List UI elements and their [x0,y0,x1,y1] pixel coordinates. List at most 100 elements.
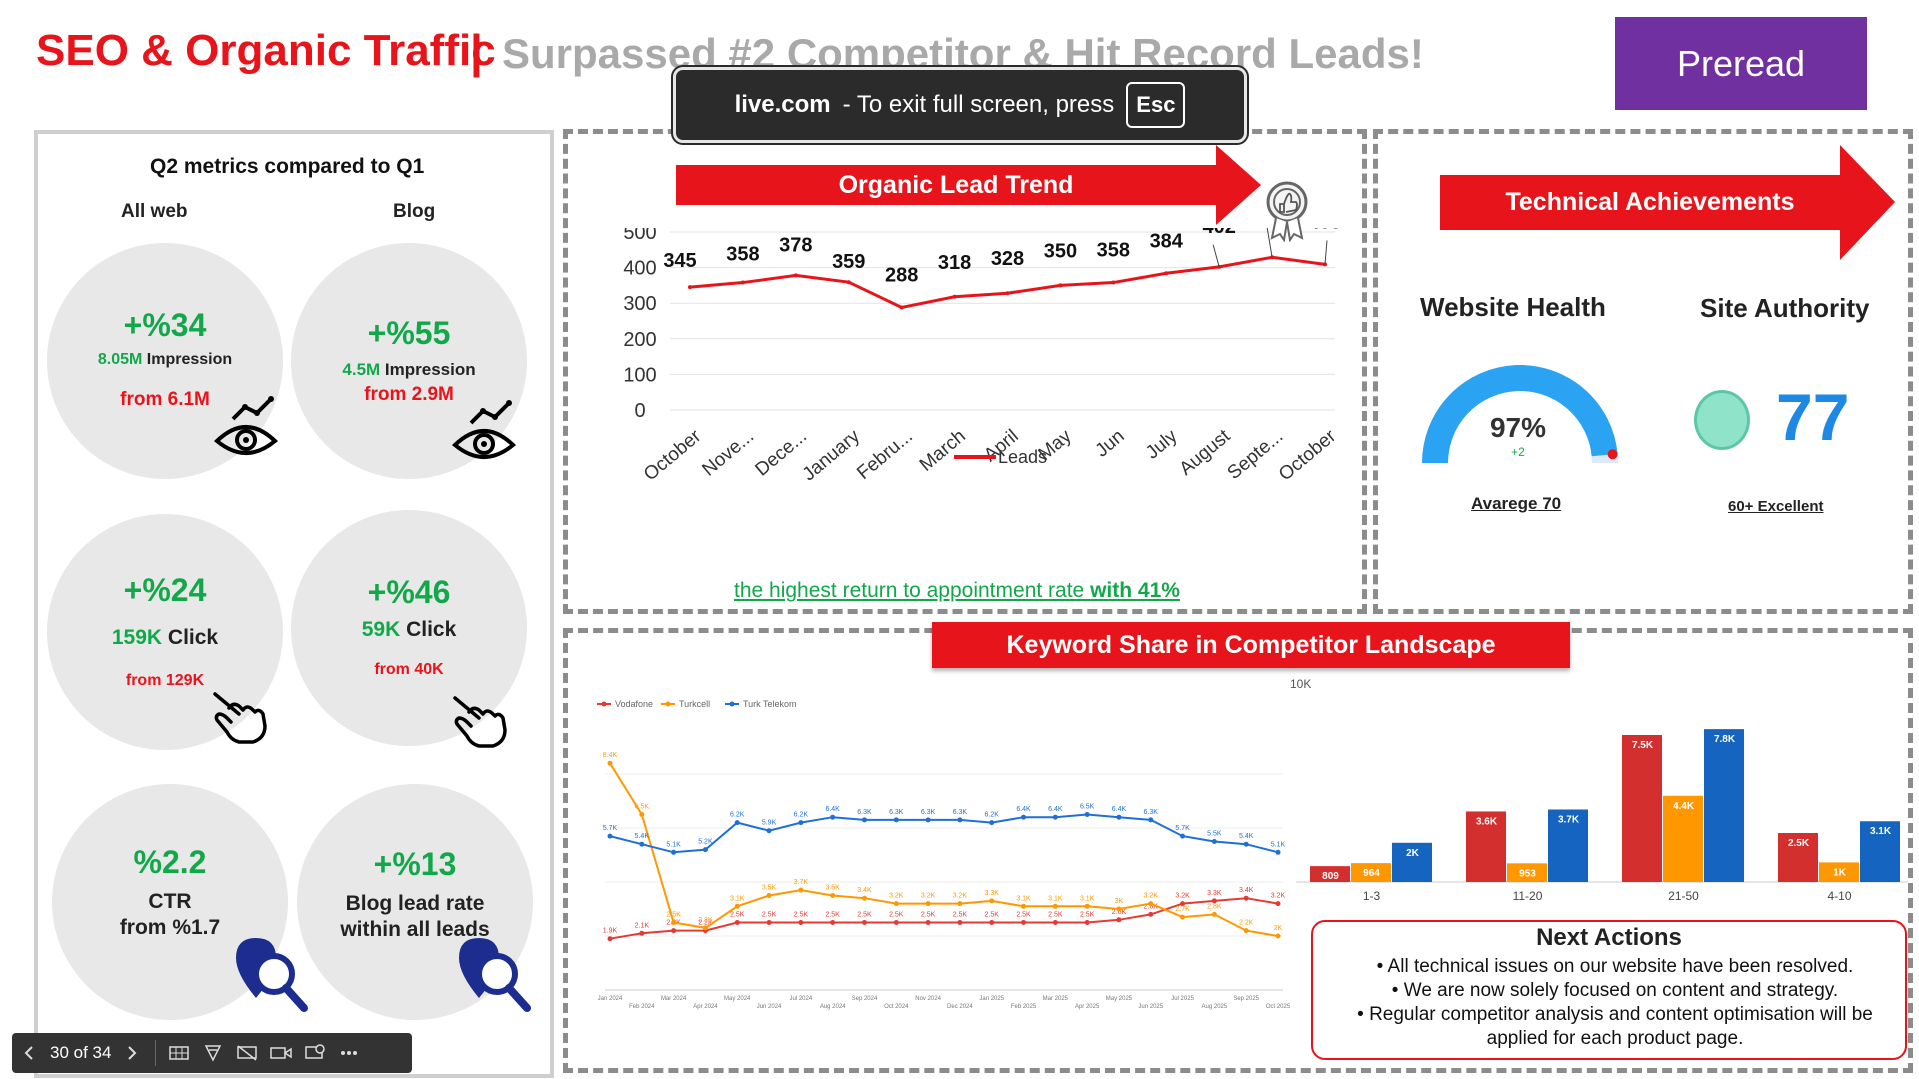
trend-data-label: 345 [663,250,696,272]
eye-trend-icon [214,396,278,455]
trend-point [1217,264,1222,269]
kw-legend-label: Turkcell [679,699,710,709]
kw-data-label: 2.2K [1239,920,1254,927]
kw-data-label: 6.5K [635,804,650,811]
kw-point [1275,849,1281,855]
kw-data-label: 3.4K [1239,887,1254,894]
metric-value: 59K [361,618,401,641]
kw-data-label: 5.4K [635,833,650,840]
camera-button[interactable] [264,1033,298,1073]
metric-line-2: within all leads [340,918,490,941]
kw-point [893,817,899,823]
kw-x-tick-label: Aug 2024 [820,1004,846,1010]
kw-bar [1548,809,1588,882]
trend-point [793,273,798,278]
trend-note: the highest return to appointment rate w… [734,578,1194,604]
metric-unit: Click [162,626,219,649]
kw-point [798,920,804,925]
kw-point [1021,814,1027,820]
kw-bar-category-label: 11-20 [1513,889,1543,903]
kw-data-label: 3K [1115,898,1124,905]
kw-legend-dot [729,701,735,707]
column-header-all-web: All web [121,201,188,222]
esc-key-badge[interactable]: Esc [1126,82,1186,128]
kw-legend-label: Turk Telekom [743,699,797,709]
previous-slide-button[interactable] [12,1033,46,1073]
kw-data-label: 3.7K [794,879,809,886]
kw-point [1180,833,1186,839]
trend-data-label: 384 [1150,230,1184,252]
kw-bar-label: 3.1K [1870,826,1892,837]
kw-x-tick-label: Jun 2025 [1138,1004,1163,1010]
kw-point [702,925,708,931]
hand-pointer-icon [453,696,507,748]
trend-point [899,305,904,310]
trend-note-highlight: with 41% [1090,579,1180,602]
kw-data-label: 2.7K [1175,906,1190,913]
kw-bar-label: 7.8K [1714,734,1736,745]
metric-unit: Click [400,618,457,641]
kw-point [639,812,645,817]
metric-value: 159K [111,626,163,649]
kw-data-label: 3.2K [953,893,968,900]
pen-tool-button[interactable] [196,1033,230,1073]
kw-point [1211,898,1217,904]
kw-data-label: 3.1K [1016,895,1031,902]
kw-series-line [609,762,1279,937]
trend-banner-arrow [676,145,1261,225]
website-health-title: Website Health [1420,292,1606,322]
kw-x-tick-label: Jul 2025 [1171,996,1194,1002]
trend-y-tick-label: 300 [623,293,656,315]
metric-percent: %2.2 [133,844,207,880]
grid-icon [169,1046,190,1060]
kw-point [734,820,740,826]
kw-point [925,920,931,925]
kw-data-label: 3.3K [985,890,1000,897]
kw-data-label: 5.2K [698,839,713,846]
kw-data-label: 3.4K [857,887,872,894]
kw-point [1148,911,1154,917]
more-dots-icon [341,1051,358,1055]
trend-data-label: 350 [1044,240,1077,262]
kw-point [671,849,677,855]
kw-bar [1778,833,1818,882]
kw-data-label: 3.3K [1207,890,1222,897]
kw-bar [1351,863,1391,882]
kw-bar [1310,866,1350,882]
website-health-value: 97% [1489,412,1547,443]
metric-card-ctr: %2.2 CTR from %1.7 [52,784,308,1020]
all-slides-button[interactable] [162,1033,196,1073]
next-slide-button[interactable] [115,1033,149,1073]
site-authority-rating: 60+ Excellent [1728,498,1824,515]
metric-from: from 2.9M [364,384,454,405]
kw-data-label: 2.5K [762,912,777,919]
kw-point [893,901,899,907]
hide-slide-button[interactable] [230,1033,264,1073]
trend-point [1005,291,1010,296]
kw-x-tick-label: Dec 2024 [947,1004,973,1010]
kw-data-label: 2.6K [1112,909,1127,916]
toast-message: - To exit full screen, press [842,91,1115,118]
kw-data-label: 2.5K [921,912,936,919]
more-options-button[interactable] [332,1033,366,1073]
trend-point [952,294,957,299]
trend-y-tick-label: 0 [634,400,645,422]
kw-data-label: 3.2K [921,893,936,900]
kw-point [1180,901,1186,907]
kw-point [1084,920,1090,925]
tech-banner-label: Technical Achievements [1505,188,1795,216]
subtitles-button[interactable] [298,1033,332,1073]
kw-data-label: 2.5K [666,912,681,919]
kw-data-label: 6.2K [985,812,1000,819]
trend-legend-label: Leads [998,447,1047,467]
kw-point [1211,839,1217,844]
trend-point [1058,283,1063,288]
next-action-item: We are now solely focused on content and… [1330,979,1900,1003]
kw-bar [1663,795,1703,882]
gauge-marker [1607,449,1618,460]
kw-data-label: 2.5K [794,912,809,919]
kw-series-line [609,813,1279,854]
kw-bar-y-label: 10K [1290,677,1311,691]
kw-data-label: 6.4K [1016,806,1031,813]
metric-percent: +%46 [367,574,451,610]
